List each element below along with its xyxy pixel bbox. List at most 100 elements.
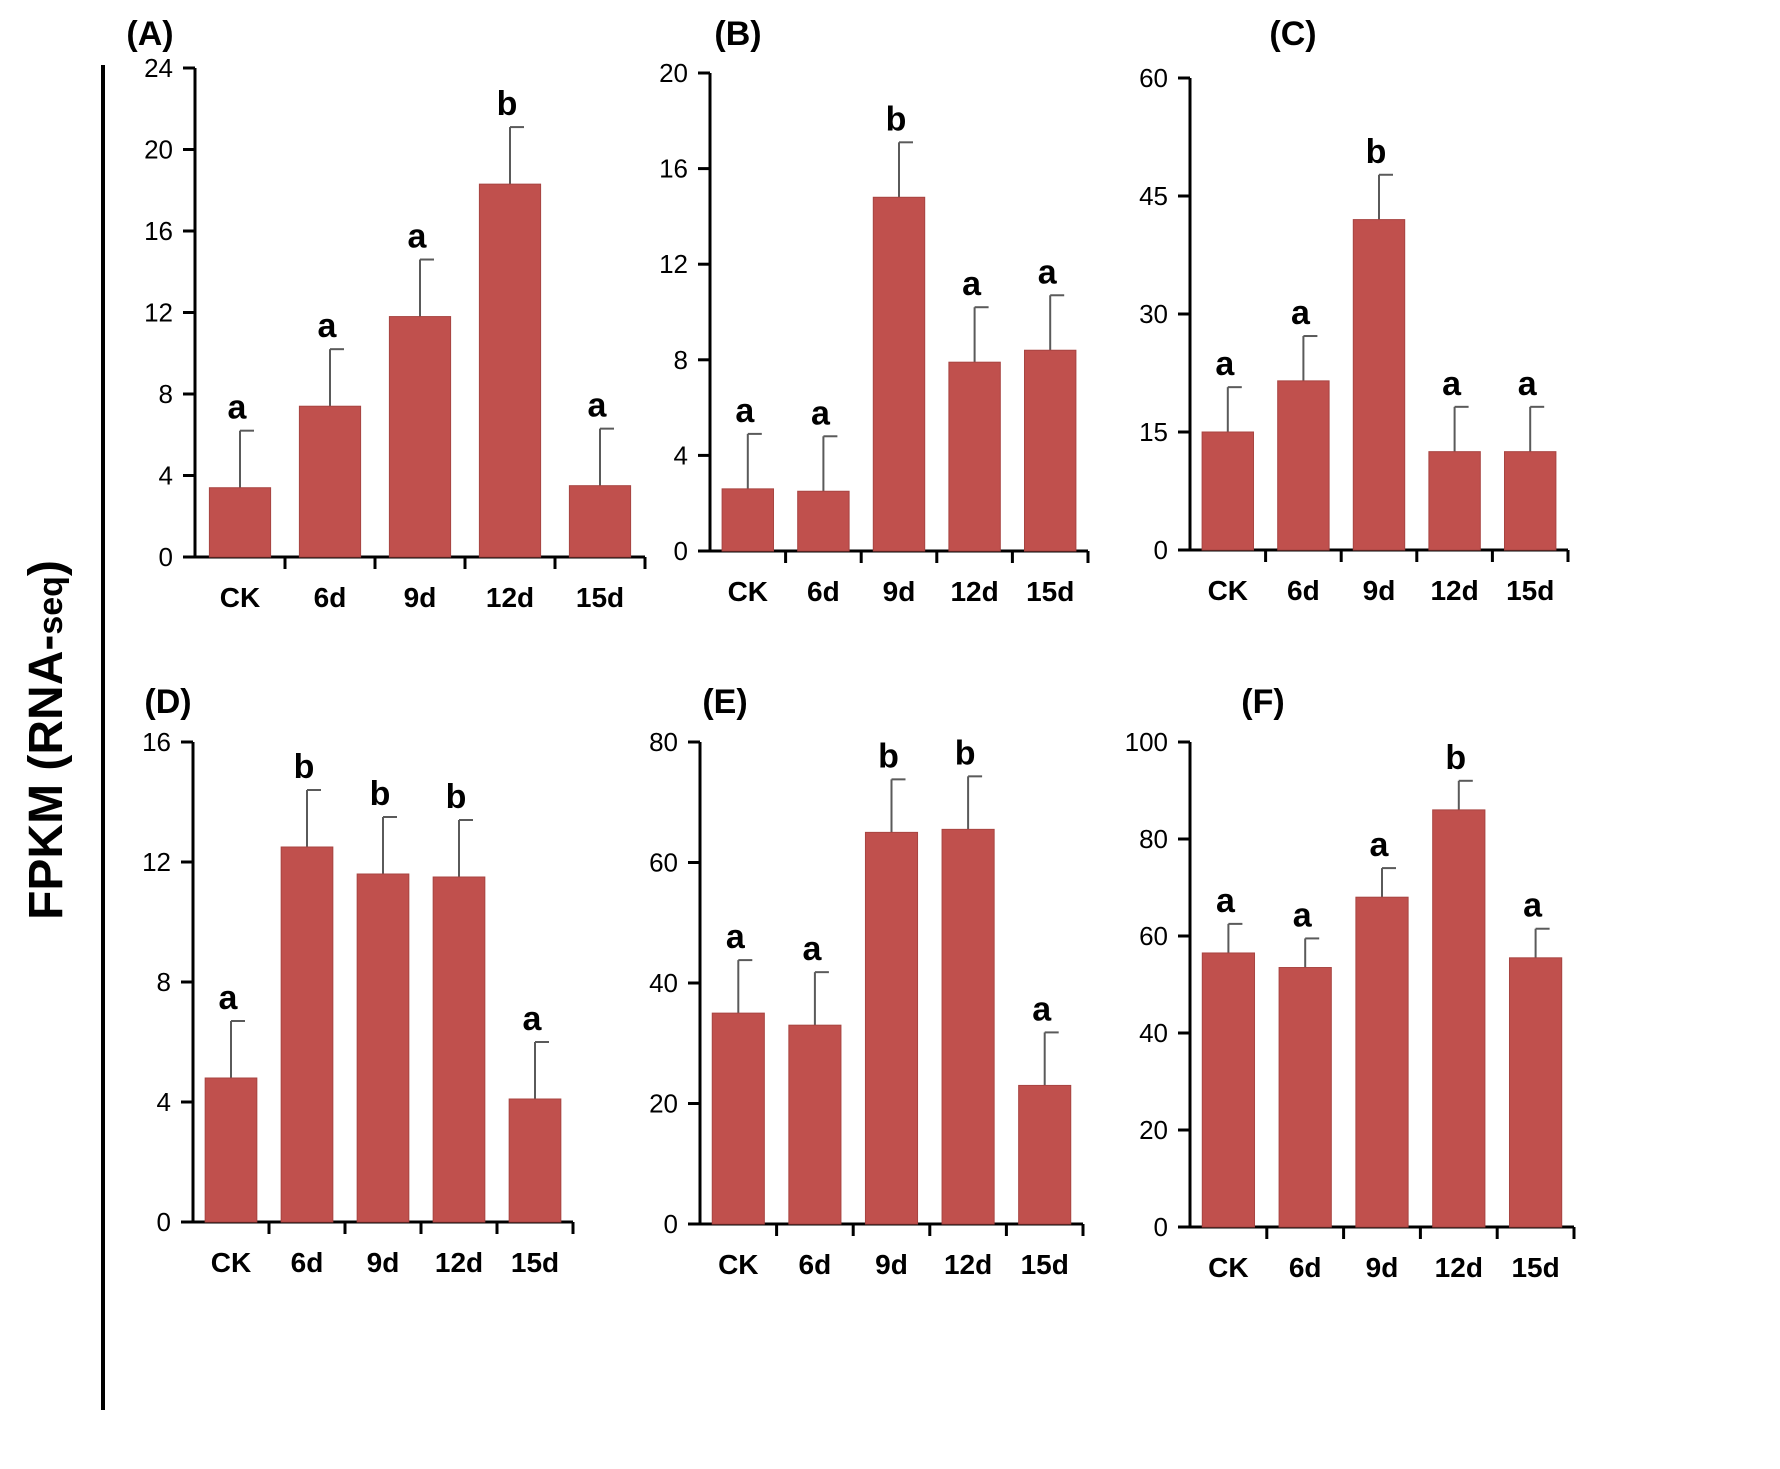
bar-e [1018,1084,1072,1225]
y-tick-label-a: 8 [159,379,173,409]
y-tick-label-d: 0 [157,1207,171,1237]
y-tick-label-e: 40 [649,968,678,998]
bar-d [432,876,486,1223]
bar-e [788,1024,842,1225]
bar-e [864,831,919,1225]
bar-f [1201,952,1256,1228]
y-tick-label-c: 45 [1139,181,1168,211]
y-tick-label-a: 16 [144,216,173,246]
y-tick-label-f: 0 [1154,1212,1168,1242]
significance-label-a: a [588,387,608,425]
x-tick-label-f: CK [1208,1252,1248,1283]
y-tick-label-e: 20 [649,1089,678,1119]
x-tick-label-f: 6d [1289,1252,1322,1283]
significance-label-a: a [318,307,338,345]
x-tick-label-d: 12d [435,1247,483,1278]
x-tick-label-f: 15d [1511,1252,1559,1283]
significance-label-a: a [228,389,248,427]
significance-label-c: b [1366,133,1387,171]
significance-label-d: a [219,979,239,1017]
y-tick-label-c: 0 [1154,535,1168,565]
x-tick-label-b: 15d [1026,576,1074,607]
bar-a [208,487,272,558]
y-tick-label-b: 16 [659,154,688,184]
y-tick-label-b: 8 [674,345,688,375]
y-tick-label-d: 8 [157,967,171,997]
bar-d [204,1077,258,1223]
bar-e [941,828,995,1225]
bar-e [711,1012,765,1225]
chart-panel-f: (F) 0 20 40 60 80 100 a CK a 6d a 9d b 12d a 15d [1125,683,1576,1283]
y-tick-label-a: 20 [144,135,173,165]
y-tick-label-c: 30 [1139,299,1168,329]
x-tick-label-e: 9d [875,1249,908,1280]
panel-label-a: (A) [126,15,173,53]
significance-label-d: a [523,1000,543,1038]
bar-a [568,485,632,558]
figure-ylabel: FPKM (RNA-seq) [20,560,73,920]
x-tick-label-d: CK [211,1247,251,1278]
bar-d [280,846,334,1223]
bar-c [1277,380,1330,551]
significance-label-a: a [408,218,428,256]
x-tick-label-a: 15d [576,582,624,613]
bar-c [1503,451,1557,551]
significance-label-f: a [1370,826,1390,864]
significance-label-f: a [1216,882,1236,920]
bar-a [478,183,542,558]
chart-panel-d: (D) 0 4 8 12 16 a CK b 6d b 9d b 12d a 15d [142,683,575,1278]
panel-label-f: (F) [1241,683,1284,721]
y-tick-label-b: 12 [659,249,688,279]
y-tick-label-d: 4 [157,1087,171,1117]
x-tick-label-a: 9d [404,582,437,613]
x-tick-label-a: 6d [314,582,347,613]
x-tick-label-e: CK [718,1249,758,1280]
bar-d [356,873,410,1223]
bar-f [1508,957,1563,1228]
ylabel-sub: seq [32,576,70,635]
significance-label-d: b [294,748,315,786]
x-tick-label-b: 9d [883,576,916,607]
significance-label-b: a [811,394,831,432]
y-tick-label-c: 60 [1139,63,1168,93]
bar-b [872,196,926,552]
bar-b [1023,349,1077,552]
y-tick-label-a: 24 [144,53,173,83]
significance-label-b: b [886,100,907,138]
y-tick-label-f: 20 [1139,1115,1168,1145]
y-tick-label-c: 15 [1139,417,1168,447]
significance-label-f: b [1445,739,1466,777]
x-tick-label-d: 15d [511,1247,559,1278]
x-tick-label-c: 6d [1287,575,1320,606]
significance-label-c: a [1215,345,1235,383]
x-tick-label-c: CK [1208,575,1248,606]
x-tick-label-e: 6d [799,1249,832,1280]
bar-a [298,405,362,558]
ylabel-close: ) [20,560,73,576]
y-tick-label-e: 60 [649,848,678,878]
x-tick-label-a: 12d [486,582,534,613]
x-tick-label-c: 15d [1506,575,1554,606]
significance-label-f: a [1523,887,1543,925]
significance-label-b: a [962,265,982,303]
significance-label-d: b [446,778,467,816]
y-tick-label-f: 60 [1139,921,1168,951]
y-tick-label-e: 80 [649,727,678,757]
bar-b [948,361,1001,552]
significance-label-b: a [1038,253,1058,291]
bar-b [721,488,775,552]
significance-label-e: a [726,918,746,956]
chart-panel-e: (E) 0 20 40 60 80 a CK a 6d b 9d b 12d a 15d [649,683,1085,1280]
chart-panel-c: (C) 0 15 30 45 60 a CK a 6d b 9d a 12d a 15d [1139,15,1570,606]
panel-label-c: (C) [1269,15,1316,53]
significance-label-c: a [1291,294,1311,332]
y-tick-label-a: 4 [159,461,173,491]
significance-label-e: a [1032,990,1052,1028]
significance-label-a: b [497,85,518,123]
bar-f [1278,967,1332,1228]
bar-a [388,316,452,558]
y-tick-label-f: 40 [1139,1018,1168,1048]
panel-label-e: (E) [702,683,747,721]
significance-label-b: a [735,392,755,430]
